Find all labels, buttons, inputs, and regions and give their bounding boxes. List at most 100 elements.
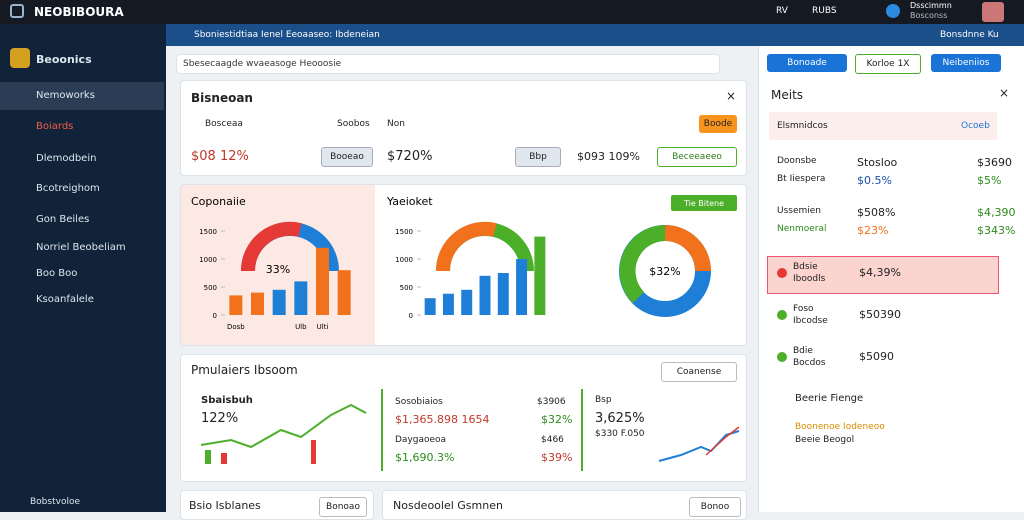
button[interactable]: Bonoade	[767, 54, 847, 72]
filter[interactable]: Elsmnidcos	[777, 121, 828, 131]
button[interactable]: Bonoao	[319, 497, 367, 517]
center-label: 33%	[266, 263, 290, 276]
cell: $39%	[541, 451, 573, 464]
card-title: Nosdeoolel Gsmnen	[393, 499, 503, 512]
button[interactable]: Korloe 1X	[855, 54, 921, 74]
metric-label: Bsp	[595, 395, 612, 405]
top-item[interactable]: RUBS	[812, 6, 837, 16]
bar	[442, 293, 454, 315]
button[interactable]: Boode	[699, 115, 737, 133]
option[interactable]: Soobos	[337, 119, 370, 129]
gauge	[240, 221, 302, 272]
bar	[272, 289, 286, 315]
bar	[294, 281, 308, 315]
chart-bg	[181, 185, 375, 345]
button[interactable]: Bonoo	[689, 497, 741, 517]
status-dot	[777, 310, 787, 320]
y-tick-label: 1500	[395, 228, 413, 236]
chart-title: Coponaiie	[191, 195, 246, 208]
bar	[534, 236, 546, 315]
y-tick-label: 1500	[199, 228, 217, 236]
breadcrumb-bar: Sboniestidtiaa Ienel Eeoaaseo: Ibdeneian	[166, 24, 758, 46]
breadcrumb-bar-right: Bonsdnne Ku	[758, 24, 1024, 46]
nav-item[interactable]: Bcotreighom	[36, 183, 100, 194]
option[interactable]: Non	[387, 119, 405, 129]
bar	[424, 298, 436, 315]
bar	[461, 289, 473, 315]
row-cell: Bt Iiespera	[777, 174, 826, 184]
cell: Sosobiaios	[395, 397, 443, 407]
avatar[interactable]	[982, 2, 1004, 22]
nav-item[interactable]: Gon Beiles	[36, 214, 90, 225]
dropdown[interactable]: Coanense	[661, 362, 737, 382]
x-tick-label: Ulti	[317, 323, 329, 331]
status-dot	[777, 352, 787, 362]
item-sub: Bocdos	[793, 358, 826, 368]
bottom-card: Nosdeoolel Gsmnen Bonoo	[382, 490, 747, 520]
metric-value: 122%	[201, 411, 239, 426]
sidebar-header: Beoonics	[36, 53, 92, 66]
row-cell: Doonsbe	[777, 156, 817, 166]
summary-value: $093 109%	[577, 150, 640, 163]
active-item-bg	[0, 82, 164, 110]
row-cell: $23%	[857, 224, 889, 237]
chart: Coponaiie 0 500 1000 1500 Dosb Ulb Ulti 33%	[191, 195, 351, 331]
cell: Daygaoeoa	[395, 435, 447, 445]
note-title: Boonenoe Iodeneoo	[795, 422, 885, 432]
nav-item[interactable]: Nemoworks	[36, 90, 95, 101]
bar	[229, 295, 243, 315]
search-box[interactable]: Sbesecaagde wvaeasoge Heooosie	[176, 54, 720, 74]
bar	[516, 259, 528, 315]
bottom-card: Bsio Isblanes Bonoao	[180, 490, 374, 520]
donut	[664, 225, 711, 272]
y-tick-label: 1000	[199, 256, 217, 264]
breadcrumb-right[interactable]: Bonsdnne Ku	[940, 30, 999, 40]
bar	[479, 275, 491, 315]
nav-item[interactable]: Boo Boo	[36, 268, 78, 279]
row-cell: Nenmoeral	[777, 224, 827, 234]
nav-item[interactable]: Dlemodbein	[36, 153, 97, 164]
y-tick-label: 0	[409, 312, 413, 320]
chip[interactable]: Booeao	[321, 147, 373, 167]
link[interactable]: Beerie Fienge	[795, 393, 864, 404]
chip[interactable]: Bbp	[515, 147, 561, 167]
filter-value[interactable]: Ocoeb	[961, 121, 990, 131]
cell: $1,365.898 1654	[395, 413, 490, 426]
y-tick-label: 1000	[395, 256, 413, 264]
cell: $32%	[541, 413, 573, 426]
item-value: $50390	[859, 308, 901, 321]
sidebar-footer[interactable]: Bobstvoloe	[30, 497, 80, 507]
chart-button[interactable]	[671, 195, 737, 211]
dropdown[interactable]: Beceeaeeo	[657, 147, 737, 167]
y-tick-label: 500	[204, 284, 217, 292]
item-value: $5090	[859, 350, 894, 363]
user-sub: Bosconss	[910, 11, 948, 20]
row-cell: $4,390	[977, 206, 1016, 219]
icon	[886, 4, 900, 18]
top-item[interactable]: RV	[776, 6, 788, 16]
sidebar-logo	[10, 48, 30, 68]
nav-item[interactable]: Ksoanfalele	[36, 294, 94, 305]
row-cell: $343%	[977, 224, 1016, 237]
option[interactable]: Bosceaa	[205, 119, 243, 129]
nav-item[interactable]: Boiards	[36, 121, 74, 132]
y-tick-label: 500	[400, 284, 413, 292]
row-cell: $5%	[977, 174, 1002, 187]
nav-item[interactable]: Norriel Beobeliam	[36, 242, 126, 253]
user-name[interactable]: Dsscimmn	[910, 1, 952, 10]
row-cell: Stosloo	[857, 156, 898, 169]
card-title: Pmulaiers Ibsoom	[191, 363, 298, 377]
chart: Yaeioket Tie Bitene 0 500 1000 1500 $32%	[386, 195, 737, 320]
button[interactable]: Neibeniios	[931, 54, 1001, 72]
metric-label: Sbaisbuh	[201, 395, 253, 406]
breadcrumb: Sboniestidtiaa Ienel Eeoaaseo: Ibdeneian	[194, 30, 380, 40]
sparkline	[200, 403, 367, 464]
item-title: Bdsie	[793, 262, 818, 272]
gauge	[435, 221, 497, 272]
sparkline	[658, 426, 740, 462]
summary-value: $08 12%	[191, 149, 249, 164]
y-tick-label: 0	[213, 312, 217, 320]
brand: NEOBIBOURA	[34, 5, 124, 19]
item-value: $4,39%	[859, 266, 901, 279]
